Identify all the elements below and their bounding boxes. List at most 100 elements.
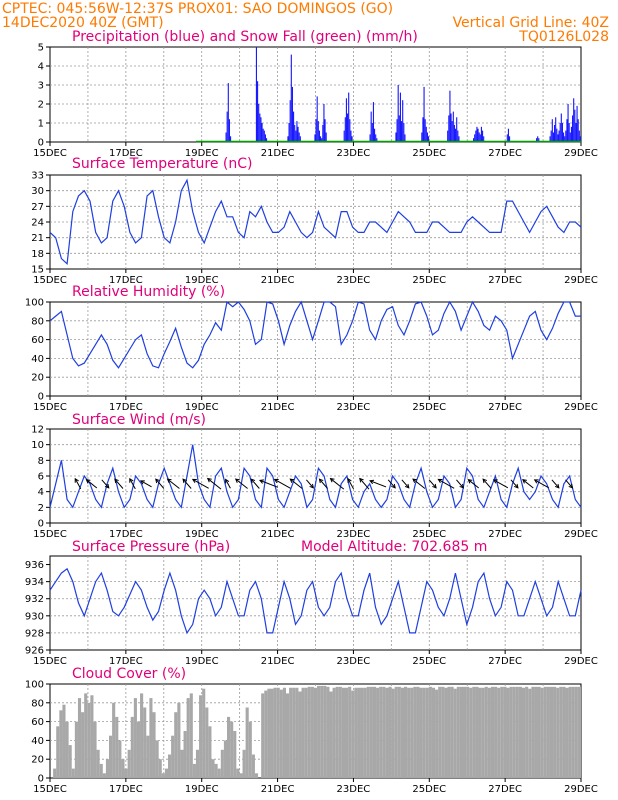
cloud-ytick-label: 100	[25, 680, 44, 691]
temp-panel-title: Surface Temperature (nC)	[72, 156, 253, 172]
cloud-bar	[571, 686, 575, 778]
wind-arrow	[74, 478, 82, 490]
cloud-bar	[158, 759, 162, 778]
cloud-xtick-label: 25DEC	[412, 784, 446, 795]
rh-ytick-label: 20	[31, 373, 44, 384]
wind-ytick-label: 4	[38, 487, 44, 498]
temp-ytick-label: 33	[31, 171, 44, 182]
cloud-bar	[329, 691, 333, 778]
precip-bar	[257, 81, 259, 142]
precip-bar	[297, 126, 299, 142]
precip-bar	[458, 136, 460, 142]
cloud-bar	[174, 712, 178, 778]
wind-arrow-head	[74, 477, 79, 483]
temp-series-line	[49, 178, 582, 266]
wind-arrow	[114, 478, 124, 489]
wind-arrow	[167, 478, 180, 489]
wind-arrow	[207, 478, 222, 490]
precip-bar	[578, 130, 580, 142]
precip-bar	[576, 105, 578, 142]
cloud-bar	[459, 686, 463, 778]
rh-ytick-label: 40	[31, 354, 44, 365]
temp-xtick-label: 29DEC	[564, 275, 598, 286]
cloud-bar	[220, 749, 224, 778]
precip-bar	[403, 123, 405, 142]
wind-arrow	[330, 478, 345, 490]
cloud-bar	[133, 698, 137, 778]
cloud-bar	[71, 768, 75, 778]
cloud-bar	[326, 686, 330, 778]
cloud-bar	[195, 749, 200, 778]
rh-xtick-label: 23DEC	[337, 402, 371, 413]
wind-arrow-head	[309, 483, 315, 489]
cloud-bar	[345, 687, 349, 778]
cloud-bar	[264, 690, 268, 778]
precip-bar	[568, 123, 570, 142]
cloud-bar	[385, 687, 389, 778]
precip-bar	[450, 113, 452, 142]
precip-bar	[559, 123, 561, 142]
cloud-bar	[301, 687, 305, 778]
cloud-bar	[456, 686, 460, 778]
precip-bar	[479, 134, 481, 142]
temp-xtick-label: 15DEC	[33, 275, 67, 286]
precip-bar	[567, 104, 569, 142]
wind-arrow-head	[191, 478, 197, 484]
cloud-bar	[565, 687, 569, 778]
cloud-bar	[155, 740, 159, 778]
cloud-bar	[475, 686, 479, 778]
cloud-bar	[531, 686, 535, 778]
cloud-bar	[534, 686, 538, 778]
wind-arrow-head	[359, 477, 364, 483]
cloud-bar	[372, 686, 377, 778]
cloud-bar	[227, 716, 231, 778]
cloud-bar	[53, 768, 57, 778]
cloud-ytick-label: 80	[31, 698, 44, 709]
precip-bar	[294, 124, 296, 142]
wind-arrow	[428, 479, 437, 489]
wind-arrow	[289, 478, 303, 489]
cloud-bar	[59, 710, 63, 778]
precip-bar	[296, 121, 298, 142]
wind-arrow	[510, 479, 519, 489]
cloud-bar	[472, 686, 476, 778]
precip-bar	[478, 132, 480, 142]
wind-xtick-label: 25DEC	[412, 529, 446, 540]
precip-bar	[318, 130, 320, 142]
precip-bar	[263, 130, 265, 142]
cloud-ytick-label: 60	[31, 717, 44, 728]
precip-bar	[343, 130, 345, 142]
temp-xtick-label: 19DEC	[185, 275, 219, 286]
cloud-bar	[469, 687, 473, 778]
cloud-bar	[506, 687, 510, 778]
cloud-bar	[248, 721, 252, 778]
precip-bar	[449, 90, 451, 142]
wind-arrow	[192, 478, 209, 489]
cloud-xtick-label: 27DEC	[488, 784, 522, 795]
precip-bar	[288, 123, 290, 142]
wind-arrow-head	[522, 479, 527, 484]
precip-bar	[447, 130, 449, 142]
precip-xtick-label: 23DEC	[337, 148, 371, 159]
cloud-bar	[208, 726, 212, 778]
cloud-bar	[239, 773, 243, 778]
cloud-bar	[84, 693, 88, 778]
cloud-bar	[140, 693, 144, 778]
wind-arrow-head	[234, 478, 240, 484]
precip-bar	[347, 113, 349, 142]
cloud-bar	[81, 712, 85, 778]
cloud-bar	[553, 686, 557, 778]
cloud-bar	[410, 687, 414, 778]
precip-bar	[259, 113, 261, 142]
wind-arrow	[250, 478, 260, 489]
cloud-bar	[223, 740, 227, 778]
precip-bar	[480, 126, 482, 142]
cloud-bar	[211, 759, 215, 778]
wind-xtick-label: 17DEC	[109, 529, 143, 540]
precip-bar	[399, 92, 401, 142]
precip-xtick-label: 21DEC	[261, 148, 295, 159]
cloud-bar	[292, 687, 296, 778]
precip-bar	[293, 111, 295, 142]
cloud-bar	[444, 687, 448, 778]
precip-bar	[563, 132, 565, 142]
